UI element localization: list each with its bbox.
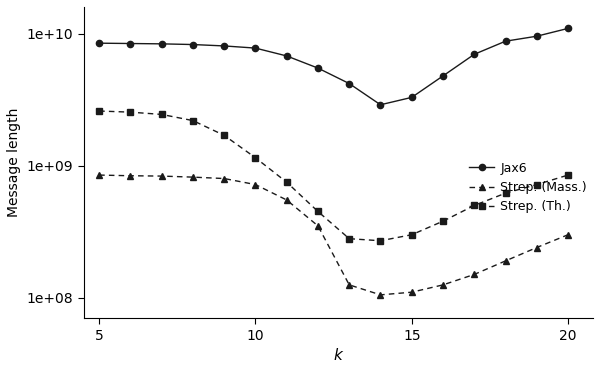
Jax6	[565, 26, 572, 31]
Strep. (Th.)	[346, 236, 353, 241]
Jax6	[221, 44, 228, 48]
Line: Strep. (Th.): Strep. (Th.)	[96, 108, 571, 244]
Jax6	[439, 74, 446, 78]
Jax6	[533, 34, 541, 38]
Strep. (Mass.)	[283, 198, 290, 202]
Strep. (Mass.)	[221, 176, 228, 181]
Strep. (Mass.)	[252, 182, 259, 187]
Jax6	[158, 42, 165, 46]
X-axis label: k: k	[334, 348, 343, 363]
Strep. (Mass.)	[533, 245, 541, 250]
Jax6	[127, 41, 134, 46]
Strep. (Th.)	[158, 112, 165, 117]
Jax6	[190, 42, 197, 47]
Strep. (Mass.)	[377, 293, 384, 297]
Jax6	[502, 39, 509, 43]
Jax6	[95, 41, 103, 46]
Strep. (Th.)	[533, 182, 541, 187]
Jax6	[377, 102, 384, 107]
Strep. (Th.)	[408, 232, 415, 237]
Strep. (Mass.)	[314, 224, 322, 228]
Strep. (Mass.)	[502, 259, 509, 263]
Strep. (Mass.)	[470, 272, 478, 277]
Legend: Jax6, Strep. (Mass.), Strep. (Th.): Jax6, Strep. (Mass.), Strep. (Th.)	[464, 157, 592, 218]
Line: Jax6: Jax6	[96, 25, 571, 108]
Strep. (Mass.)	[408, 290, 415, 295]
Strep. (Th.)	[221, 133, 228, 138]
Strep. (Mass.)	[127, 174, 134, 178]
Strep. (Th.)	[127, 110, 134, 114]
Strep. (Mass.)	[158, 174, 165, 178]
Jax6	[408, 95, 415, 100]
Jax6	[283, 54, 290, 58]
Jax6	[346, 81, 353, 86]
Strep. (Th.)	[252, 155, 259, 160]
Strep. (Th.)	[377, 239, 384, 243]
Jax6	[314, 66, 322, 70]
Strep. (Th.)	[502, 191, 509, 195]
Strep. (Mass.)	[565, 232, 572, 237]
Strep. (Mass.)	[439, 283, 446, 287]
Strep. (Th.)	[95, 109, 103, 113]
Strep. (Mass.)	[190, 175, 197, 179]
Strep. (Th.)	[283, 180, 290, 185]
Strep. (Th.)	[314, 209, 322, 214]
Strep. (Th.)	[190, 118, 197, 123]
Strep. (Mass.)	[346, 283, 353, 287]
Strep. (Th.)	[565, 173, 572, 177]
Strep. (Th.)	[470, 203, 478, 208]
Jax6	[470, 52, 478, 57]
Strep. (Th.)	[439, 219, 446, 223]
Y-axis label: Message length: Message length	[7, 108, 21, 217]
Jax6	[252, 46, 259, 50]
Line: Strep. (Mass.): Strep. (Mass.)	[95, 172, 572, 298]
Strep. (Mass.)	[95, 173, 103, 177]
